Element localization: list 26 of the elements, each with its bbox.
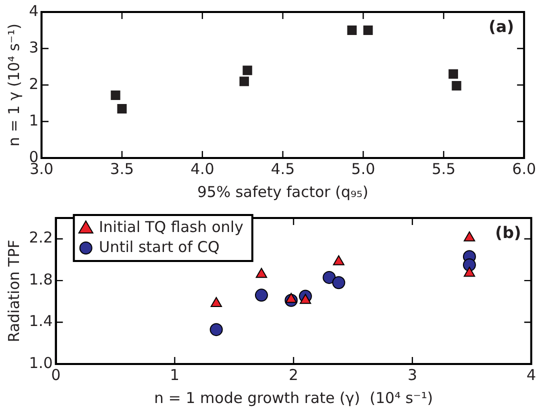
y-tick-label: 1.0	[28, 354, 53, 372]
y-tick-label: 4	[28, 2, 39, 20]
x-axis-title: 95% safety factor (q₉₅)	[197, 182, 368, 201]
x-tick-label: 3	[408, 366, 418, 384]
x-tick-label: 1	[170, 366, 180, 384]
y-tick-label: 1.4	[28, 312, 53, 330]
y-tick-label: 3	[28, 38, 39, 56]
y-tick-label: 1	[28, 111, 39, 130]
x-axis-title: n = 1 mode growth rate (γ) (10⁴ s⁻¹)	[154, 388, 433, 407]
y-tick-label: 2.2	[28, 228, 53, 247]
x-tick-label: 4.0	[190, 160, 214, 178]
y-tick-label: 2	[28, 74, 39, 93]
annotation: (a)	[488, 17, 514, 36]
y-axis-title: Radiation TPF	[4, 240, 23, 342]
x-tick-label: 5.5	[432, 160, 456, 178]
x-tick-label: 3.5	[110, 160, 134, 178]
legend-label: Until start of CQ	[98, 238, 220, 256]
x-tick-label: 2	[288, 366, 298, 384]
x-tick-label: 4	[526, 366, 536, 384]
y-axis-title: n = 1 γ (10⁴ s⁻¹)	[4, 24, 23, 146]
annotation: (b)	[495, 223, 522, 242]
x-tick-label: 6.0	[512, 160, 536, 178]
x-tick-label: 4.5	[270, 160, 295, 178]
x-tick-label: 5.0	[351, 160, 376, 178]
y-tick-label: 1.8	[28, 270, 53, 288]
legend-label: Initial TQ flash only	[98, 218, 244, 236]
